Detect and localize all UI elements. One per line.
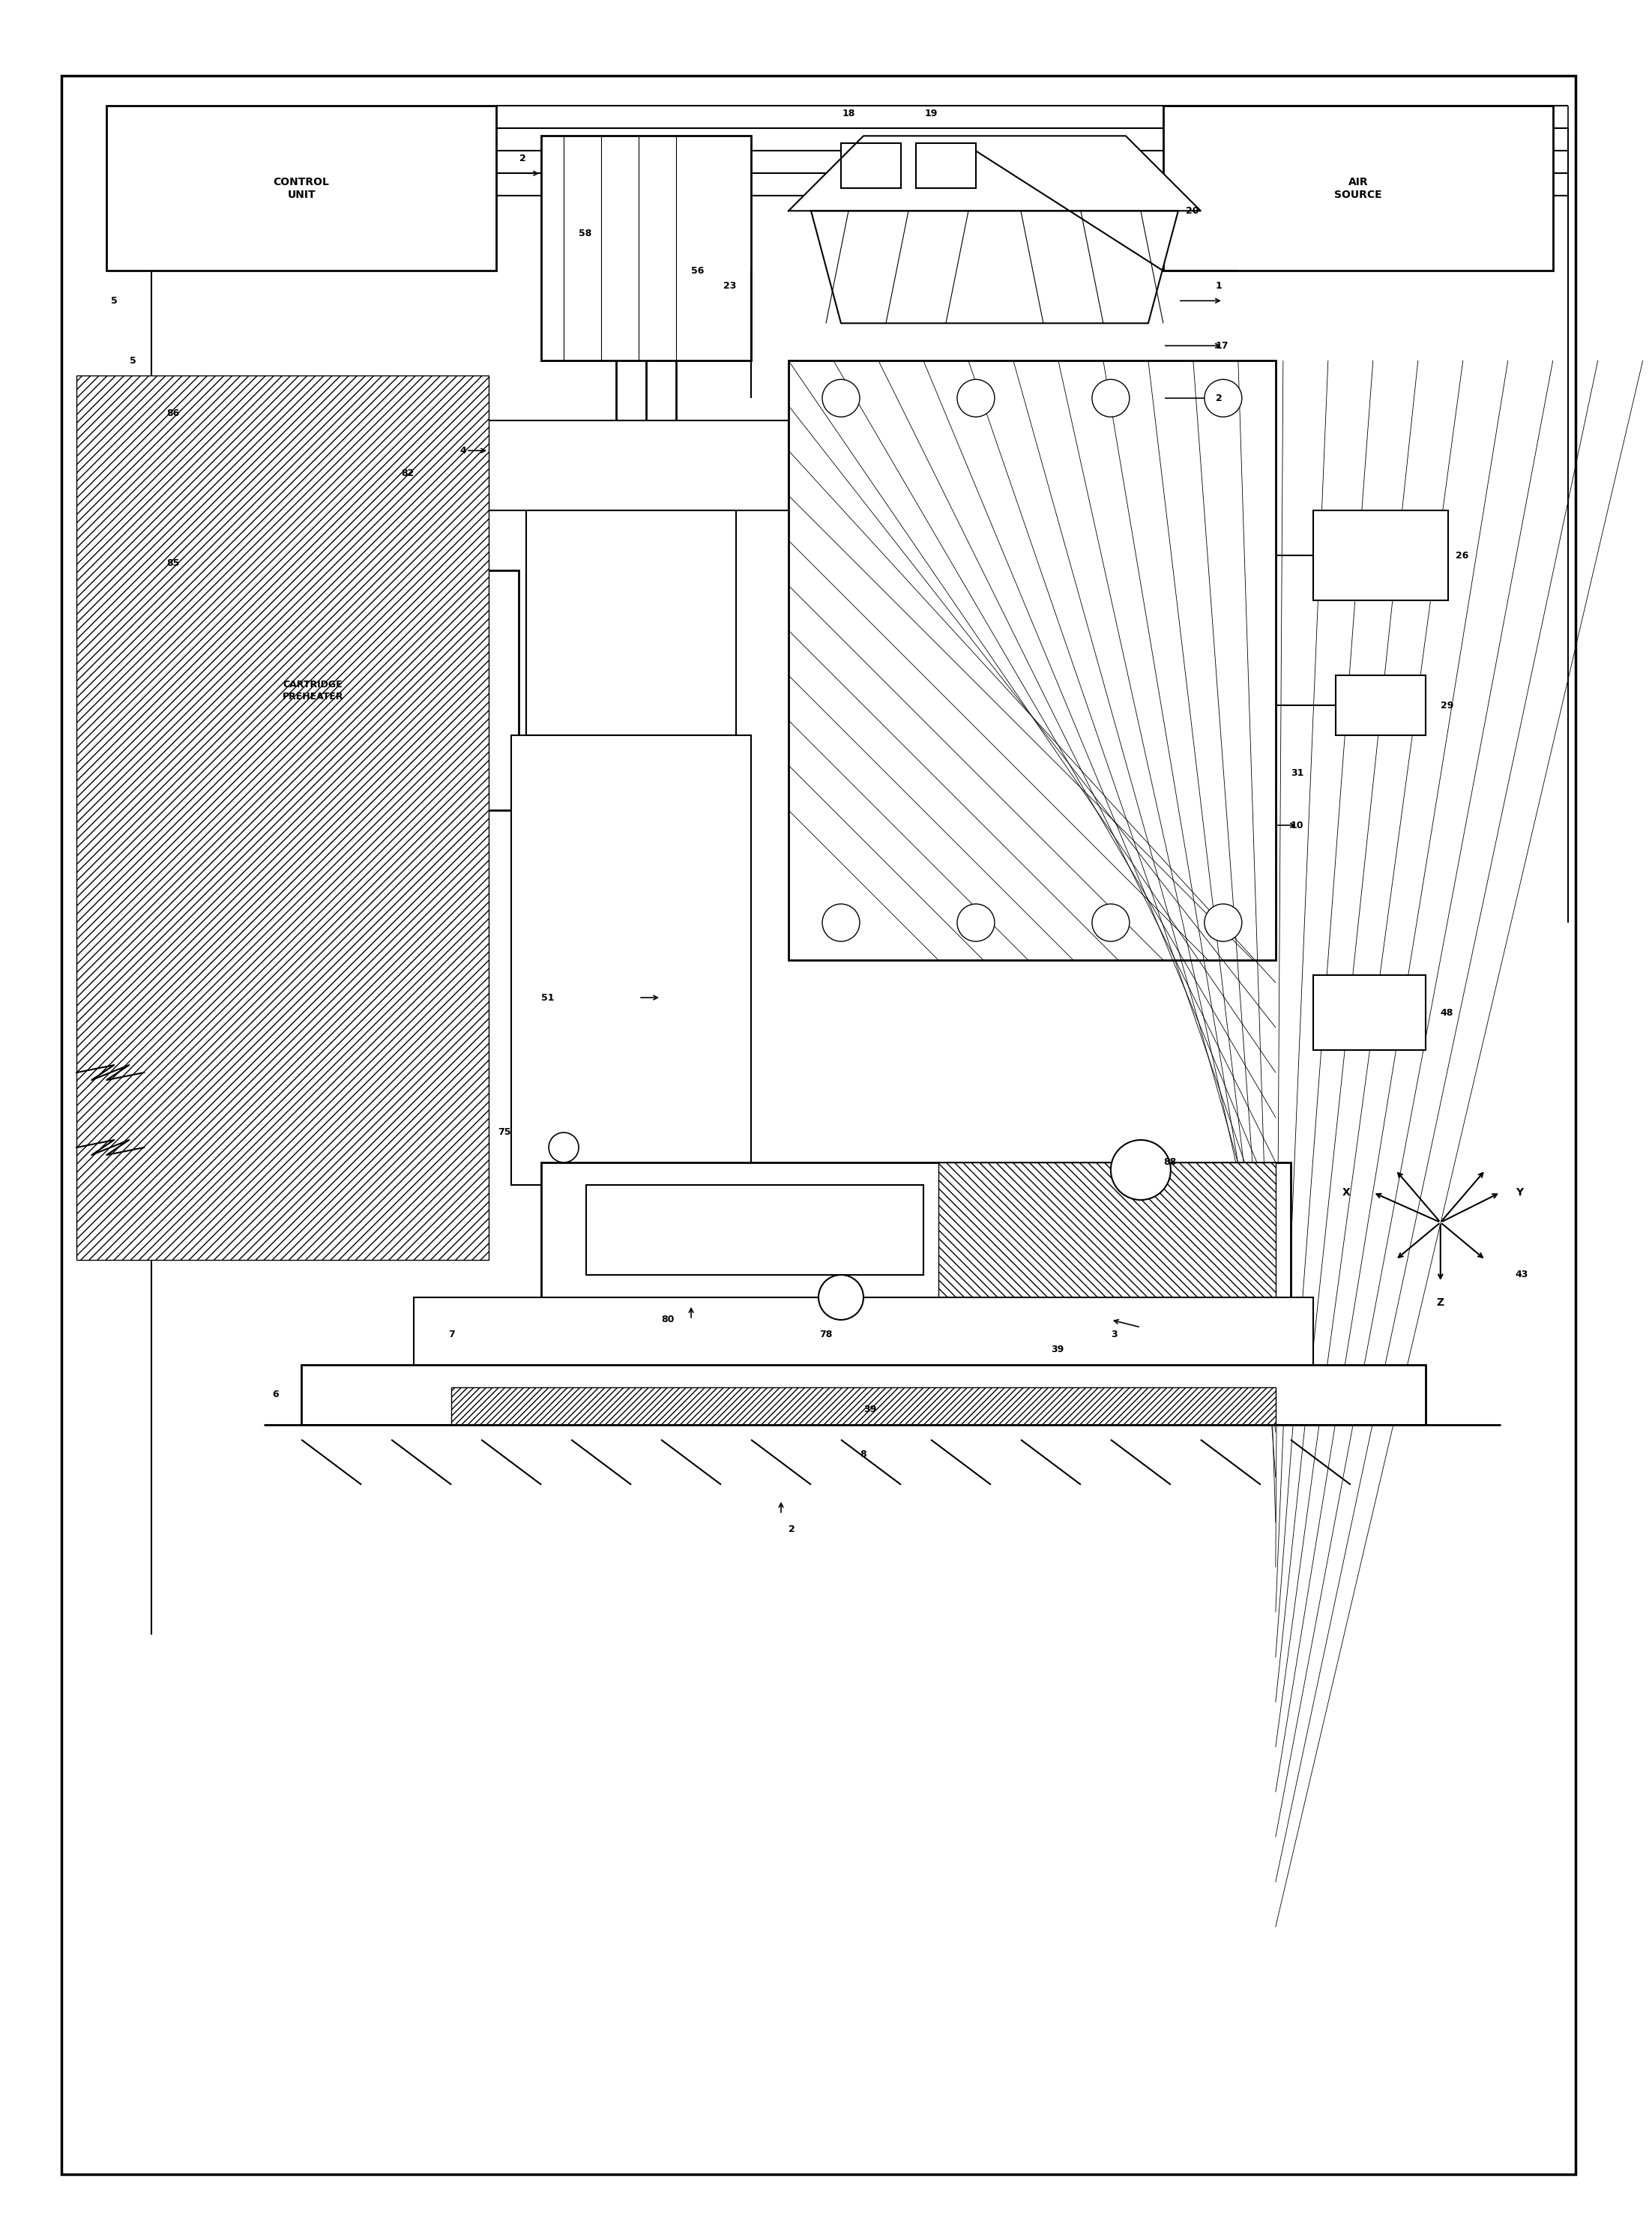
FancyBboxPatch shape [415,1296,1313,1372]
Circle shape [548,1133,578,1162]
Text: 80: 80 [661,1314,674,1325]
Text: 78: 78 [819,1330,833,1339]
Text: 19: 19 [925,110,937,118]
FancyBboxPatch shape [1335,675,1426,735]
Bar [451,1388,1275,1424]
Text: 39: 39 [1051,1345,1064,1354]
FancyBboxPatch shape [107,570,519,811]
Text: 39: 39 [864,1406,877,1415]
Text: 75: 75 [499,1129,510,1138]
Text: 3: 3 [1110,1330,1117,1339]
Text: 43: 43 [1515,1269,1528,1281]
Text: 2: 2 [1216,393,1222,402]
Text: CARTRIDGE
PREHEATER: CARTRIDGE PREHEATER [282,679,344,702]
Circle shape [823,903,859,941]
Circle shape [957,380,995,418]
Circle shape [1092,380,1130,418]
FancyBboxPatch shape [542,1162,1290,1296]
Bar [76,375,489,1261]
Circle shape [1092,903,1130,941]
Text: Z: Z [1437,1296,1444,1307]
Text: 20: 20 [1186,206,1199,217]
Text: AIR
SOURCE: AIR SOURCE [1335,177,1381,201]
Text: X: X [1343,1187,1351,1198]
Bar [938,1162,1275,1296]
Text: 18: 18 [843,110,856,118]
Circle shape [957,903,995,941]
Circle shape [1110,1140,1171,1200]
Text: CONTROL
UNIT: CONTROL UNIT [273,177,329,201]
Text: 6: 6 [273,1390,279,1399]
FancyBboxPatch shape [301,1366,1426,1424]
Circle shape [1204,903,1242,941]
Text: 2: 2 [520,154,527,163]
Text: 58: 58 [578,228,591,239]
Text: 56: 56 [691,266,704,275]
Text: 1: 1 [1216,282,1222,291]
Text: 88: 88 [1163,1158,1176,1167]
FancyBboxPatch shape [1313,974,1426,1050]
Polygon shape [811,210,1178,324]
Text: 51: 51 [542,992,555,1004]
FancyBboxPatch shape [1163,105,1553,270]
Text: 85: 85 [167,559,180,568]
Text: 29: 29 [1441,700,1454,711]
Text: 4: 4 [459,445,466,456]
FancyBboxPatch shape [788,360,1275,961]
Text: 31: 31 [1290,769,1303,778]
Polygon shape [788,136,1201,210]
Text: 5: 5 [131,355,137,367]
FancyBboxPatch shape [542,136,752,360]
FancyBboxPatch shape [586,1185,923,1274]
FancyBboxPatch shape [510,735,752,1185]
Text: Y: Y [1515,1187,1523,1198]
Text: 82: 82 [401,467,415,478]
Circle shape [823,380,859,418]
FancyBboxPatch shape [915,143,976,188]
Text: 48: 48 [1441,1008,1454,1017]
FancyBboxPatch shape [841,143,900,188]
FancyBboxPatch shape [1313,510,1447,601]
Text: 26: 26 [1455,550,1469,561]
Text: 23: 23 [724,282,737,291]
Text: 8: 8 [861,1451,867,1459]
Text: 2: 2 [788,1524,795,1535]
Text: 7: 7 [448,1330,454,1339]
FancyBboxPatch shape [489,420,788,510]
Text: 86: 86 [167,409,180,418]
Text: 10: 10 [1290,820,1303,829]
Text: 5: 5 [111,295,117,306]
FancyBboxPatch shape [107,105,496,270]
Text: 17: 17 [1216,342,1229,351]
FancyBboxPatch shape [527,510,737,735]
Circle shape [818,1274,864,1321]
FancyBboxPatch shape [61,76,1576,2175]
Circle shape [1204,380,1242,418]
